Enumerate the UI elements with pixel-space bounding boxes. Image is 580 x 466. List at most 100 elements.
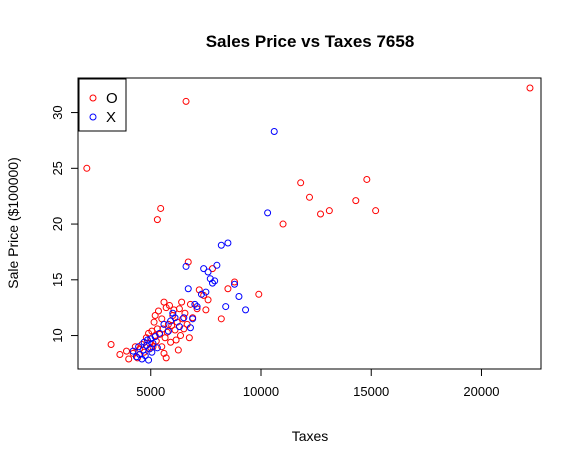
data-point-x xyxy=(211,277,219,285)
data-point-o xyxy=(202,306,210,314)
data-point-x xyxy=(224,239,232,247)
data-point-o xyxy=(182,97,190,105)
data-point-o xyxy=(325,207,333,215)
data-point-o xyxy=(255,290,263,298)
data-point-o xyxy=(174,346,182,354)
data-point-o xyxy=(172,336,180,344)
data-point-o xyxy=(526,84,534,92)
data-point-o xyxy=(107,340,115,348)
data-point-x xyxy=(208,279,216,287)
data-point-x xyxy=(135,343,143,351)
data-point-x xyxy=(222,303,230,311)
legend-marker xyxy=(89,94,97,102)
data-point-o xyxy=(178,298,186,306)
data-point-x xyxy=(186,324,194,332)
data-point-o xyxy=(158,343,166,351)
x-axis: 5000 10000 15000 20000 xyxy=(136,369,500,399)
data-point-o xyxy=(153,216,161,224)
x-tick-label: 20000 xyxy=(463,384,499,399)
data-point-o xyxy=(186,300,194,308)
data-point-x xyxy=(193,303,201,311)
data-point-x xyxy=(217,241,225,249)
data-point-x xyxy=(149,339,157,347)
data-point-x xyxy=(151,333,159,341)
data-point-x xyxy=(200,265,208,273)
data-point-o xyxy=(208,265,216,273)
data-point-o xyxy=(317,210,325,218)
data-point-o xyxy=(123,347,131,355)
legend-label: X xyxy=(106,109,116,126)
y-tick-label: 10 xyxy=(50,328,65,342)
data-point-o xyxy=(154,307,162,315)
data-point-o xyxy=(125,355,133,363)
data-point-o xyxy=(150,318,158,326)
data-point-o xyxy=(185,334,193,342)
data-point-x xyxy=(202,288,210,296)
data-point-x xyxy=(182,262,190,270)
data-point-x xyxy=(160,320,168,328)
data-point-x xyxy=(191,300,199,308)
x-tick-label: 15000 xyxy=(353,384,389,399)
y-tick-label: 15 xyxy=(50,273,65,287)
x-tick-label: 10000 xyxy=(243,384,279,399)
data-point-x xyxy=(175,323,183,331)
data-point-o xyxy=(279,220,287,228)
data-point-x xyxy=(189,315,197,323)
data-point-o xyxy=(352,197,360,205)
data-point-x xyxy=(129,347,137,355)
data-point-x xyxy=(235,293,243,301)
y-axis: 10 15 20 25 30 xyxy=(50,105,78,343)
chart-title: Sales Price vs Taxes 7658 xyxy=(206,32,415,51)
legend-marker xyxy=(89,113,97,121)
data-point-x xyxy=(153,344,161,352)
legend-box xyxy=(78,78,127,132)
data-point-o xyxy=(372,207,380,215)
data-point-x xyxy=(242,306,250,314)
data-point-o xyxy=(306,193,313,201)
data-point-o xyxy=(363,175,371,183)
y-tick-label: 25 xyxy=(50,161,65,175)
y-tick-label: 20 xyxy=(50,217,65,231)
data-point-o xyxy=(157,204,165,212)
data-point-x xyxy=(270,128,278,136)
data-point-o xyxy=(83,164,91,172)
data-point-o xyxy=(177,332,185,340)
legend: OX xyxy=(78,78,127,132)
data-point-o xyxy=(224,285,232,293)
data-point-x xyxy=(145,356,153,364)
data-point-o xyxy=(181,309,189,317)
data-point-o xyxy=(175,305,183,313)
data-point-o xyxy=(297,179,305,187)
data-point-x xyxy=(264,209,272,217)
points-layer xyxy=(83,84,534,364)
data-point-x xyxy=(167,317,175,325)
data-point-o xyxy=(204,296,212,304)
data-point-o xyxy=(163,328,171,336)
x-tick-label: 5000 xyxy=(136,384,165,399)
data-point-x xyxy=(231,280,239,288)
data-point-o xyxy=(183,320,191,328)
data-point-x xyxy=(164,327,172,335)
data-point-o xyxy=(162,354,170,362)
data-point-x xyxy=(156,329,164,337)
data-point-x xyxy=(180,314,188,322)
data-point-x xyxy=(184,285,192,293)
data-point-o xyxy=(168,322,176,330)
data-point-x xyxy=(141,352,149,360)
y-axis-label: Sale Price ($100000) xyxy=(5,157,21,289)
plot-frame xyxy=(77,77,542,370)
data-point-o xyxy=(217,315,225,323)
data-point-o xyxy=(171,326,179,334)
data-point-o xyxy=(165,301,173,309)
data-point-o xyxy=(151,311,159,319)
x-axis-label: Taxes xyxy=(292,428,329,444)
data-point-x xyxy=(171,314,179,322)
y-tick-label: 30 xyxy=(50,105,65,119)
data-point-x xyxy=(213,261,221,269)
data-point-o xyxy=(116,351,124,359)
data-point-x xyxy=(148,348,156,356)
data-point-x xyxy=(143,336,151,344)
data-point-x xyxy=(204,268,212,276)
legend-label: O xyxy=(106,90,118,107)
